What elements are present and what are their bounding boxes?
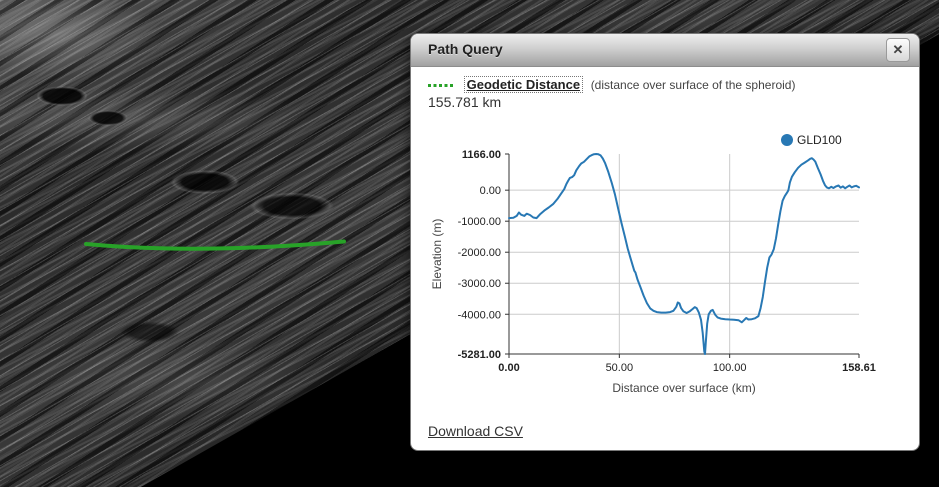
geodetic-path-swatch-icon [428,84,454,87]
svg-text:1166.00: 1166.00 [462,149,501,161]
geodetic-distance-description: (distance over surface of the spheroid) [590,78,796,92]
geodetic-distance-row: Geodetic Distance (distance over surface… [428,76,796,93]
legend-dot-icon [781,134,793,146]
elevation-profile-chart: 1166.00 0.00 -1000.00 -2000.00 -3000.00 -4000… [430,133,876,395]
svg-text:Elevation (m): Elevation (m) [430,219,444,290]
svg-text:-3000.00: -3000.00 [458,278,501,290]
dialog-titlebar[interactable]: Path Query ✕ [411,34,919,67]
legend-label: GLD100 [797,133,842,147]
svg-text:100.00: 100.00 [713,362,747,374]
dialog-content: Geodetic Distance (distance over surface… [411,67,919,453]
svg-text:0.00: 0.00 [480,185,501,197]
svg-text:-1000.00: -1000.00 [458,216,501,228]
close-icon: ✕ [892,42,904,57]
svg-text:50.00: 50.00 [606,362,634,374]
distance-value: 155.781 km [428,94,502,110]
svg-text:158.61: 158.61 [842,362,876,374]
elevation-line [508,153,860,355]
svg-text:-5281.00: -5281.00 [458,349,501,361]
svg-text:Distance over surface (km): Distance over surface (km) [612,381,755,395]
svg-text:-2000.00: -2000.00 [458,247,501,259]
download-csv-link[interactable]: Download CSV [428,423,523,439]
svg-text:0.00: 0.00 [498,362,519,374]
svg-text:-4000.00: -4000.00 [458,309,501,321]
dialog-title: Path Query [428,41,503,57]
path-query-dialog: Path Query ✕ Geodetic Distance (distance… [410,33,920,451]
close-button[interactable]: ✕ [886,38,910,62]
geodetic-distance-label[interactable]: Geodetic Distance [463,76,584,93]
measured-path-line[interactable] [84,239,346,251]
